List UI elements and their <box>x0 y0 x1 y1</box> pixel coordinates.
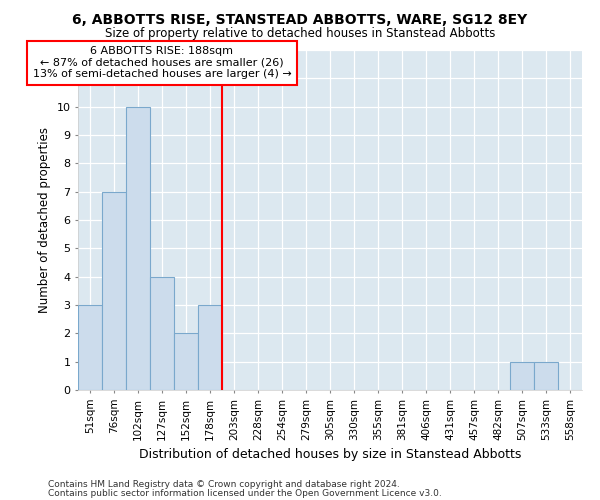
X-axis label: Distribution of detached houses by size in Stanstead Abbotts: Distribution of detached houses by size … <box>139 448 521 461</box>
Bar <box>78 305 102 390</box>
Bar <box>198 305 222 390</box>
Bar <box>102 192 126 390</box>
Text: Contains public sector information licensed under the Open Government Licence v3: Contains public sector information licen… <box>48 489 442 498</box>
Bar <box>174 334 198 390</box>
Bar <box>510 362 534 390</box>
Text: 6 ABBOTTS RISE: 188sqm
← 87% of detached houses are smaller (26)
13% of semi-det: 6 ABBOTTS RISE: 188sqm ← 87% of detached… <box>32 46 292 80</box>
Text: Contains HM Land Registry data © Crown copyright and database right 2024.: Contains HM Land Registry data © Crown c… <box>48 480 400 489</box>
Text: 6, ABBOTTS RISE, STANSTEAD ABBOTTS, WARE, SG12 8EY: 6, ABBOTTS RISE, STANSTEAD ABBOTTS, WARE… <box>73 12 527 26</box>
Text: Size of property relative to detached houses in Stanstead Abbotts: Size of property relative to detached ho… <box>105 28 495 40</box>
Y-axis label: Number of detached properties: Number of detached properties <box>38 127 50 313</box>
Bar <box>534 362 558 390</box>
Bar <box>150 276 174 390</box>
Bar <box>126 106 150 390</box>
